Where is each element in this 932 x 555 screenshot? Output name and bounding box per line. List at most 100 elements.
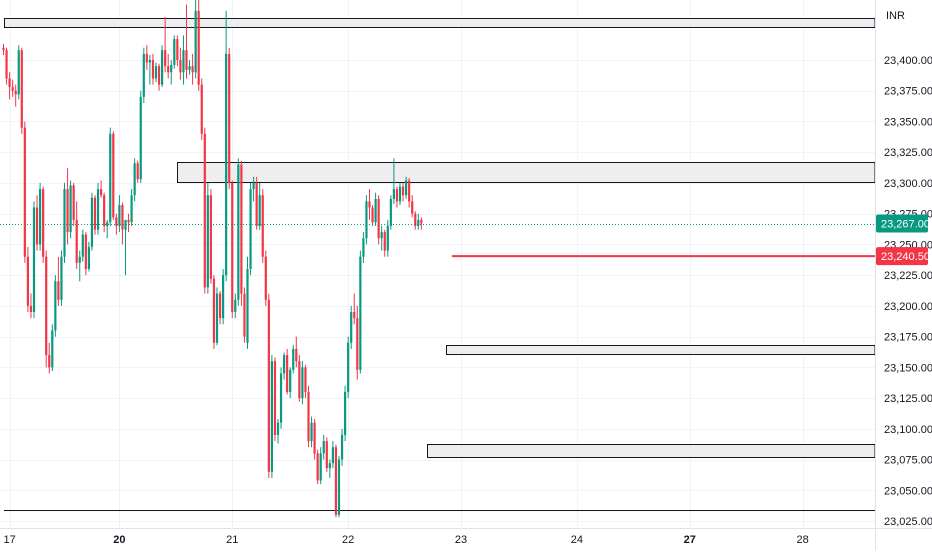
- candle-body: [106, 222, 108, 226]
- candle: [240, 161, 242, 306]
- candle-body: [365, 201, 367, 238]
- candle-body: [219, 294, 221, 319]
- candle: [94, 195, 96, 234]
- candle-body: [280, 373, 282, 422]
- candle-body: [103, 195, 105, 226]
- time-tick-label: 21: [226, 534, 238, 546]
- candle-body: [344, 392, 346, 435]
- candle-body: [73, 185, 75, 219]
- candle-body: [234, 300, 236, 312]
- candle-body: [323, 441, 325, 453]
- price-tick-label: 23,225.00: [884, 270, 932, 282]
- candle-body: [332, 447, 334, 463]
- candle-body: [30, 306, 32, 312]
- candle-body: [249, 189, 251, 269]
- candle: [246, 257, 248, 349]
- candle-body: [109, 134, 111, 223]
- candle: [359, 251, 361, 374]
- candle-body: [57, 281, 59, 299]
- candle-body: [411, 201, 413, 213]
- candle-body: [359, 257, 361, 370]
- time-tick-label: 22: [342, 534, 354, 546]
- candle-body: [76, 220, 78, 263]
- candle: [338, 456, 340, 517]
- candle-body: [310, 423, 312, 441]
- zone-rect: [428, 445, 876, 458]
- candle: [195, 0, 197, 78]
- candle-body: [100, 189, 102, 195]
- candle: [268, 294, 270, 478]
- candle-body: [146, 54, 148, 63]
- candle-body: [390, 199, 392, 226]
- candle-body: [85, 235, 87, 269]
- candle-body: [387, 226, 389, 251]
- candle: [207, 183, 209, 294]
- candle-body: [66, 189, 68, 232]
- candle-body: [48, 355, 50, 367]
- candle: [60, 251, 62, 306]
- candle-body: [182, 50, 184, 72]
- time-tick-label: 28: [796, 534, 808, 546]
- price-tick-label: 23,350.00: [884, 116, 932, 128]
- candle: [204, 128, 206, 294]
- candle-body: [356, 318, 358, 370]
- candle-body: [118, 205, 120, 226]
- candle-body: [82, 235, 84, 257]
- candle-body: [353, 312, 355, 318]
- candle: [21, 48, 23, 134]
- candle-body: [167, 66, 169, 72]
- candle-body: [371, 208, 373, 223]
- candle: [198, 0, 200, 91]
- time-tick-label: 20: [113, 534, 125, 546]
- candle: [112, 131, 114, 220]
- price-tick-label: 23,300.00: [884, 178, 932, 190]
- candle: [33, 201, 35, 318]
- candle-body: [112, 134, 114, 218]
- candle-body: [368, 201, 370, 207]
- candle-body: [277, 423, 279, 435]
- candle-body: [384, 232, 386, 250]
- candle: [63, 183, 65, 263]
- candle-body: [402, 187, 404, 196]
- candle: [45, 251, 47, 368]
- candle-body: [5, 50, 7, 78]
- candle-body: [63, 189, 65, 257]
- candle: [317, 450, 319, 484]
- candle-body: [179, 60, 181, 72]
- candle-body: [12, 87, 14, 91]
- candle-body: [158, 66, 160, 84]
- candle-body: [127, 220, 129, 222]
- candle-body: [292, 349, 294, 370]
- candle: [262, 189, 264, 263]
- candle-body: [143, 54, 145, 97]
- candle: [213, 275, 215, 349]
- candle: [365, 195, 367, 244]
- candle-body: [243, 294, 245, 337]
- candle-body: [304, 367, 306, 392]
- candle-body: [18, 50, 20, 94]
- candle-body: [271, 361, 273, 472]
- candle-body: [378, 199, 380, 238]
- candle: [274, 357, 276, 441]
- candle: [54, 275, 56, 336]
- candle-body: [36, 208, 38, 245]
- candle: [292, 345, 294, 373]
- candle-body: [362, 238, 364, 256]
- candle-body: [405, 180, 407, 195]
- candle: [231, 180, 233, 318]
- candle: [378, 195, 380, 244]
- candle: [210, 189, 212, 284]
- candle-body: [21, 50, 23, 127]
- candle-body: [375, 199, 377, 222]
- candle-body: [253, 183, 255, 189]
- candle-body: [170, 65, 172, 72]
- candle-body: [256, 183, 258, 226]
- candle-body: [192, 66, 194, 72]
- candle-body: [228, 54, 230, 183]
- candle-body: [320, 453, 322, 480]
- candle-body: [207, 195, 209, 287]
- candle: [347, 337, 349, 398]
- candle-body: [301, 367, 303, 398]
